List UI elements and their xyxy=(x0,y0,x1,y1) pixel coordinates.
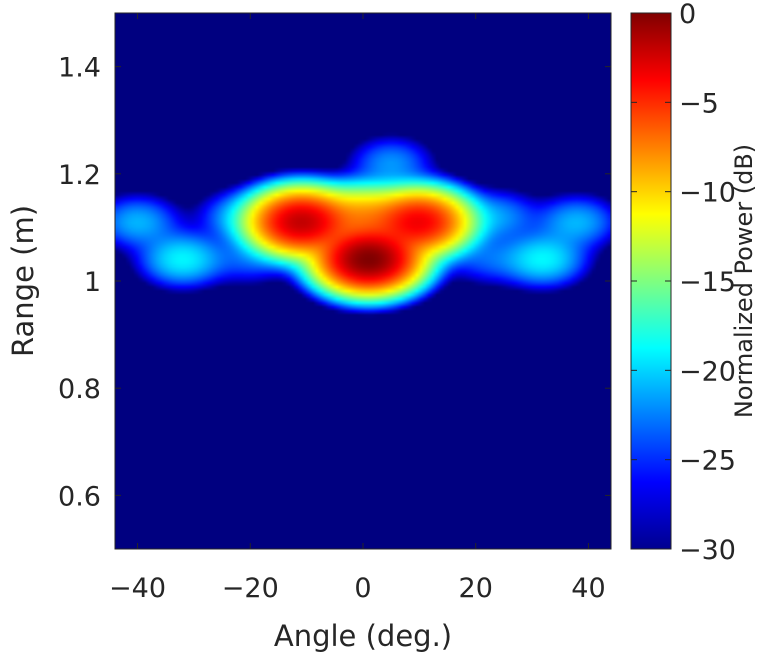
x-tick-label: −20 xyxy=(222,573,279,604)
colorbar-tick-label: −5 xyxy=(679,88,719,119)
y-axis: 0.6 0.8 1 1.2 1.4 xyxy=(58,53,611,512)
y-tick-label: 1 xyxy=(84,267,101,298)
y-tick-label: 0.6 xyxy=(58,481,101,512)
colorbar-tick-label: −30 xyxy=(679,535,736,566)
x-axis: −40 −20 0 20 40 xyxy=(109,13,606,604)
colorbar: 0 −5 −10 −15 −20 −25 −30 Normalized Power (dB) xyxy=(630,0,758,566)
heatmap-image xyxy=(115,13,611,549)
x-axis-label: Angle (deg.) xyxy=(274,619,452,653)
colorbar-ticks: 0 −5 −10 −15 −20 −25 −30 xyxy=(631,0,736,566)
x-tick-label: 20 xyxy=(459,573,493,604)
colorbar-tick-label: −20 xyxy=(679,356,736,387)
x-tick-label: 40 xyxy=(571,573,605,604)
x-tick-label: 0 xyxy=(354,573,371,604)
y-tick-label: 1.4 xyxy=(58,53,101,84)
x-tick-label: −40 xyxy=(109,573,166,604)
y-tick-label: 1.2 xyxy=(58,160,101,191)
y-axis-label: Range (m) xyxy=(6,205,40,357)
y-tick-label: 0.8 xyxy=(58,374,101,405)
colorbar-tick-label: −15 xyxy=(679,267,736,298)
plot-area xyxy=(114,12,612,550)
colorbar-gradient xyxy=(631,13,671,549)
colorbar-label: Normalized Power (dB) xyxy=(730,144,758,418)
colorbar-tick-label: −25 xyxy=(679,446,736,477)
colorbar-tick-label: −10 xyxy=(679,178,736,209)
colorbar-tick-label: 0 xyxy=(679,0,696,30)
